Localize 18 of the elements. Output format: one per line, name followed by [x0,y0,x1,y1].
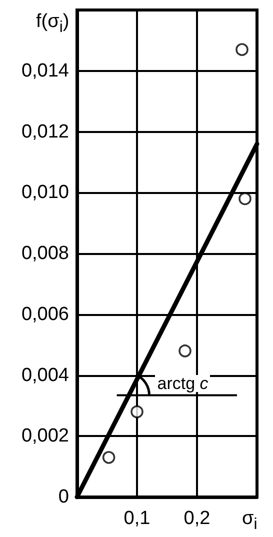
point [238,192,252,206]
y-tick-label: 0,002 [21,426,69,447]
y-axis-title: f(σ$_{i}$) [36,11,70,36]
x-axis-title: σ$_{i}$ [242,508,258,533]
y-tick-label: 0,010 [21,182,69,204]
x-tick-label: 0,2 [184,508,210,529]
y-tick-label: 0,008 [21,243,69,264]
x-tick-label: 0,1 [124,508,150,529]
point [130,405,144,418]
annotation: arctg c [155,374,210,394]
y-tick-label: 0,004 [21,364,70,386]
point [178,344,192,358]
y-tick-label: 0,014 [21,60,70,82]
y-tick-label: 0 [58,486,69,508]
y-tick-label: 0,012 [21,121,69,142]
point [236,43,248,56]
y-tick-label: 0,006 [21,304,69,325]
point [102,451,116,464]
